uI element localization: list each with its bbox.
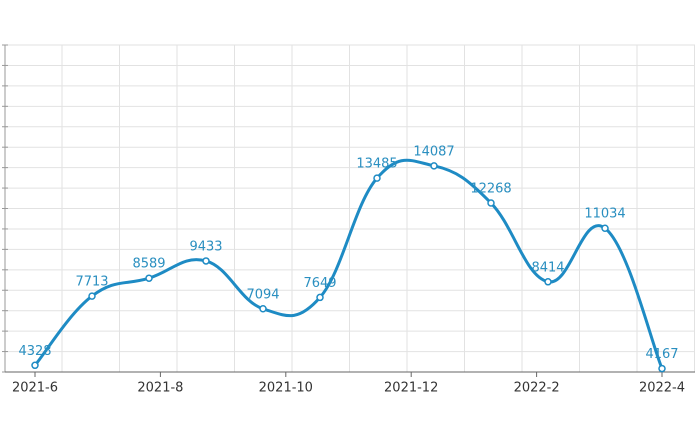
value-label: 13485 bbox=[356, 157, 397, 172]
point bbox=[88, 292, 96, 300]
point bbox=[658, 364, 666, 373]
point bbox=[259, 305, 267, 313]
point bbox=[373, 174, 381, 182]
x-tick-label: 2022-4 bbox=[639, 381, 685, 396]
point bbox=[316, 293, 324, 302]
point bbox=[31, 361, 39, 370]
value-label: 14087 bbox=[413, 144, 454, 159]
value-label: 11034 bbox=[584, 207, 625, 222]
point bbox=[430, 162, 438, 170]
point bbox=[487, 199, 495, 207]
point bbox=[544, 278, 552, 286]
value-label: 12268 bbox=[470, 182, 511, 197]
value-label: 4167 bbox=[645, 347, 678, 362]
line bbox=[33, 158, 664, 370]
value-label: 7094 bbox=[246, 287, 279, 302]
value-label: 8589 bbox=[132, 257, 165, 272]
value-label: 7713 bbox=[75, 275, 108, 290]
point bbox=[202, 257, 210, 265]
x-tick-label: 2021-8 bbox=[137, 381, 183, 396]
point bbox=[145, 274, 153, 282]
x-tick-label: 2021-10 bbox=[259, 381, 313, 396]
value-label: 9433 bbox=[189, 239, 222, 254]
point bbox=[601, 224, 609, 232]
x-tick-label: 2021-12 bbox=[384, 381, 438, 396]
x-tick-label: 2022-2 bbox=[514, 381, 560, 396]
value-label: 8414 bbox=[531, 260, 564, 275]
x-tick-label: 2021-6 bbox=[12, 381, 58, 396]
value-label: 7649 bbox=[303, 276, 336, 291]
value-label: 4328 bbox=[18, 344, 51, 359]
